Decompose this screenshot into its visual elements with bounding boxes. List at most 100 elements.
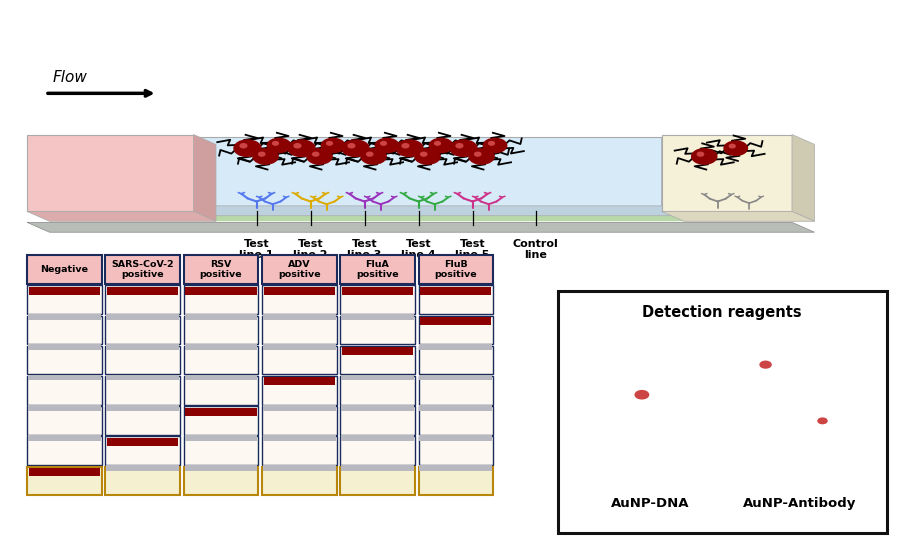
- Bar: [418, 376, 493, 405]
- Circle shape: [811, 414, 843, 434]
- Bar: [105, 376, 180, 405]
- Bar: [28, 435, 101, 441]
- Bar: [263, 344, 336, 350]
- Bar: [262, 346, 337, 374]
- Circle shape: [691, 149, 716, 164]
- Circle shape: [456, 144, 463, 148]
- Text: AuNP-DNA: AuNP-DNA: [611, 497, 689, 510]
- Bar: [184, 436, 258, 465]
- Bar: [418, 255, 493, 284]
- Circle shape: [635, 391, 649, 399]
- Circle shape: [760, 361, 771, 368]
- Text: ADV
positive: ADV positive: [278, 260, 320, 279]
- Bar: [184, 346, 258, 374]
- Bar: [185, 287, 256, 295]
- Bar: [418, 316, 493, 344]
- Circle shape: [288, 140, 315, 156]
- Bar: [262, 467, 337, 495]
- Text: Control
line: Control line: [513, 239, 558, 260]
- Bar: [340, 255, 415, 284]
- Circle shape: [327, 142, 332, 145]
- Bar: [184, 406, 258, 435]
- Circle shape: [342, 140, 369, 156]
- Circle shape: [752, 356, 791, 380]
- Bar: [262, 376, 337, 405]
- Bar: [341, 465, 414, 471]
- Bar: [262, 316, 337, 344]
- Bar: [184, 255, 258, 284]
- Text: Test
line 3: Test line 3: [347, 239, 382, 260]
- Circle shape: [312, 152, 319, 156]
- Bar: [340, 436, 415, 465]
- Bar: [262, 255, 337, 284]
- Bar: [106, 344, 179, 350]
- Circle shape: [234, 140, 261, 156]
- Circle shape: [321, 138, 345, 153]
- Text: Test
line 2: Test line 2: [293, 239, 328, 260]
- Bar: [107, 287, 178, 295]
- Text: Test
line 1: Test line 1: [239, 239, 274, 260]
- Bar: [105, 255, 180, 284]
- Bar: [107, 438, 178, 446]
- Polygon shape: [194, 206, 684, 216]
- Bar: [184, 314, 257, 320]
- Bar: [340, 406, 415, 435]
- Bar: [558, 291, 886, 533]
- Circle shape: [348, 144, 355, 148]
- Bar: [419, 435, 492, 441]
- Bar: [184, 285, 258, 314]
- Polygon shape: [27, 211, 216, 221]
- Bar: [419, 465, 492, 471]
- Circle shape: [429, 138, 453, 153]
- Bar: [419, 344, 492, 350]
- Bar: [184, 376, 258, 405]
- Bar: [340, 376, 415, 405]
- Circle shape: [396, 140, 423, 156]
- Text: AuNP-Antibody: AuNP-Antibody: [742, 497, 856, 510]
- Bar: [264, 378, 335, 385]
- Bar: [341, 435, 414, 441]
- Circle shape: [273, 142, 278, 145]
- Bar: [418, 406, 493, 435]
- Bar: [28, 374, 101, 380]
- Bar: [340, 346, 415, 374]
- Bar: [262, 285, 337, 314]
- Bar: [342, 287, 413, 295]
- Bar: [184, 344, 257, 350]
- Bar: [263, 405, 336, 411]
- Bar: [341, 405, 414, 411]
- Bar: [28, 314, 101, 320]
- Circle shape: [489, 142, 494, 145]
- Bar: [419, 405, 492, 411]
- Text: Test
line 5: Test line 5: [455, 239, 490, 260]
- Text: Test
line 4: Test line 4: [401, 239, 436, 260]
- Bar: [184, 316, 258, 344]
- Circle shape: [420, 152, 427, 156]
- Polygon shape: [662, 211, 814, 221]
- Text: RSV
positive: RSV positive: [200, 260, 242, 279]
- Bar: [28, 344, 101, 350]
- Bar: [29, 287, 100, 295]
- Bar: [184, 467, 258, 495]
- Circle shape: [623, 383, 677, 416]
- Circle shape: [361, 149, 386, 164]
- Polygon shape: [27, 135, 194, 211]
- Bar: [418, 467, 493, 495]
- Bar: [418, 436, 493, 465]
- Bar: [340, 316, 415, 344]
- Circle shape: [307, 149, 332, 164]
- Bar: [420, 317, 491, 325]
- Polygon shape: [662, 137, 684, 216]
- Bar: [106, 314, 179, 320]
- Bar: [106, 465, 179, 471]
- Bar: [105, 436, 180, 465]
- Polygon shape: [27, 211, 814, 221]
- Bar: [27, 316, 102, 344]
- Bar: [27, 346, 102, 374]
- Circle shape: [469, 149, 494, 164]
- Bar: [105, 406, 180, 435]
- Bar: [27, 255, 102, 284]
- Bar: [185, 408, 256, 416]
- Circle shape: [435, 142, 440, 145]
- Bar: [106, 405, 179, 411]
